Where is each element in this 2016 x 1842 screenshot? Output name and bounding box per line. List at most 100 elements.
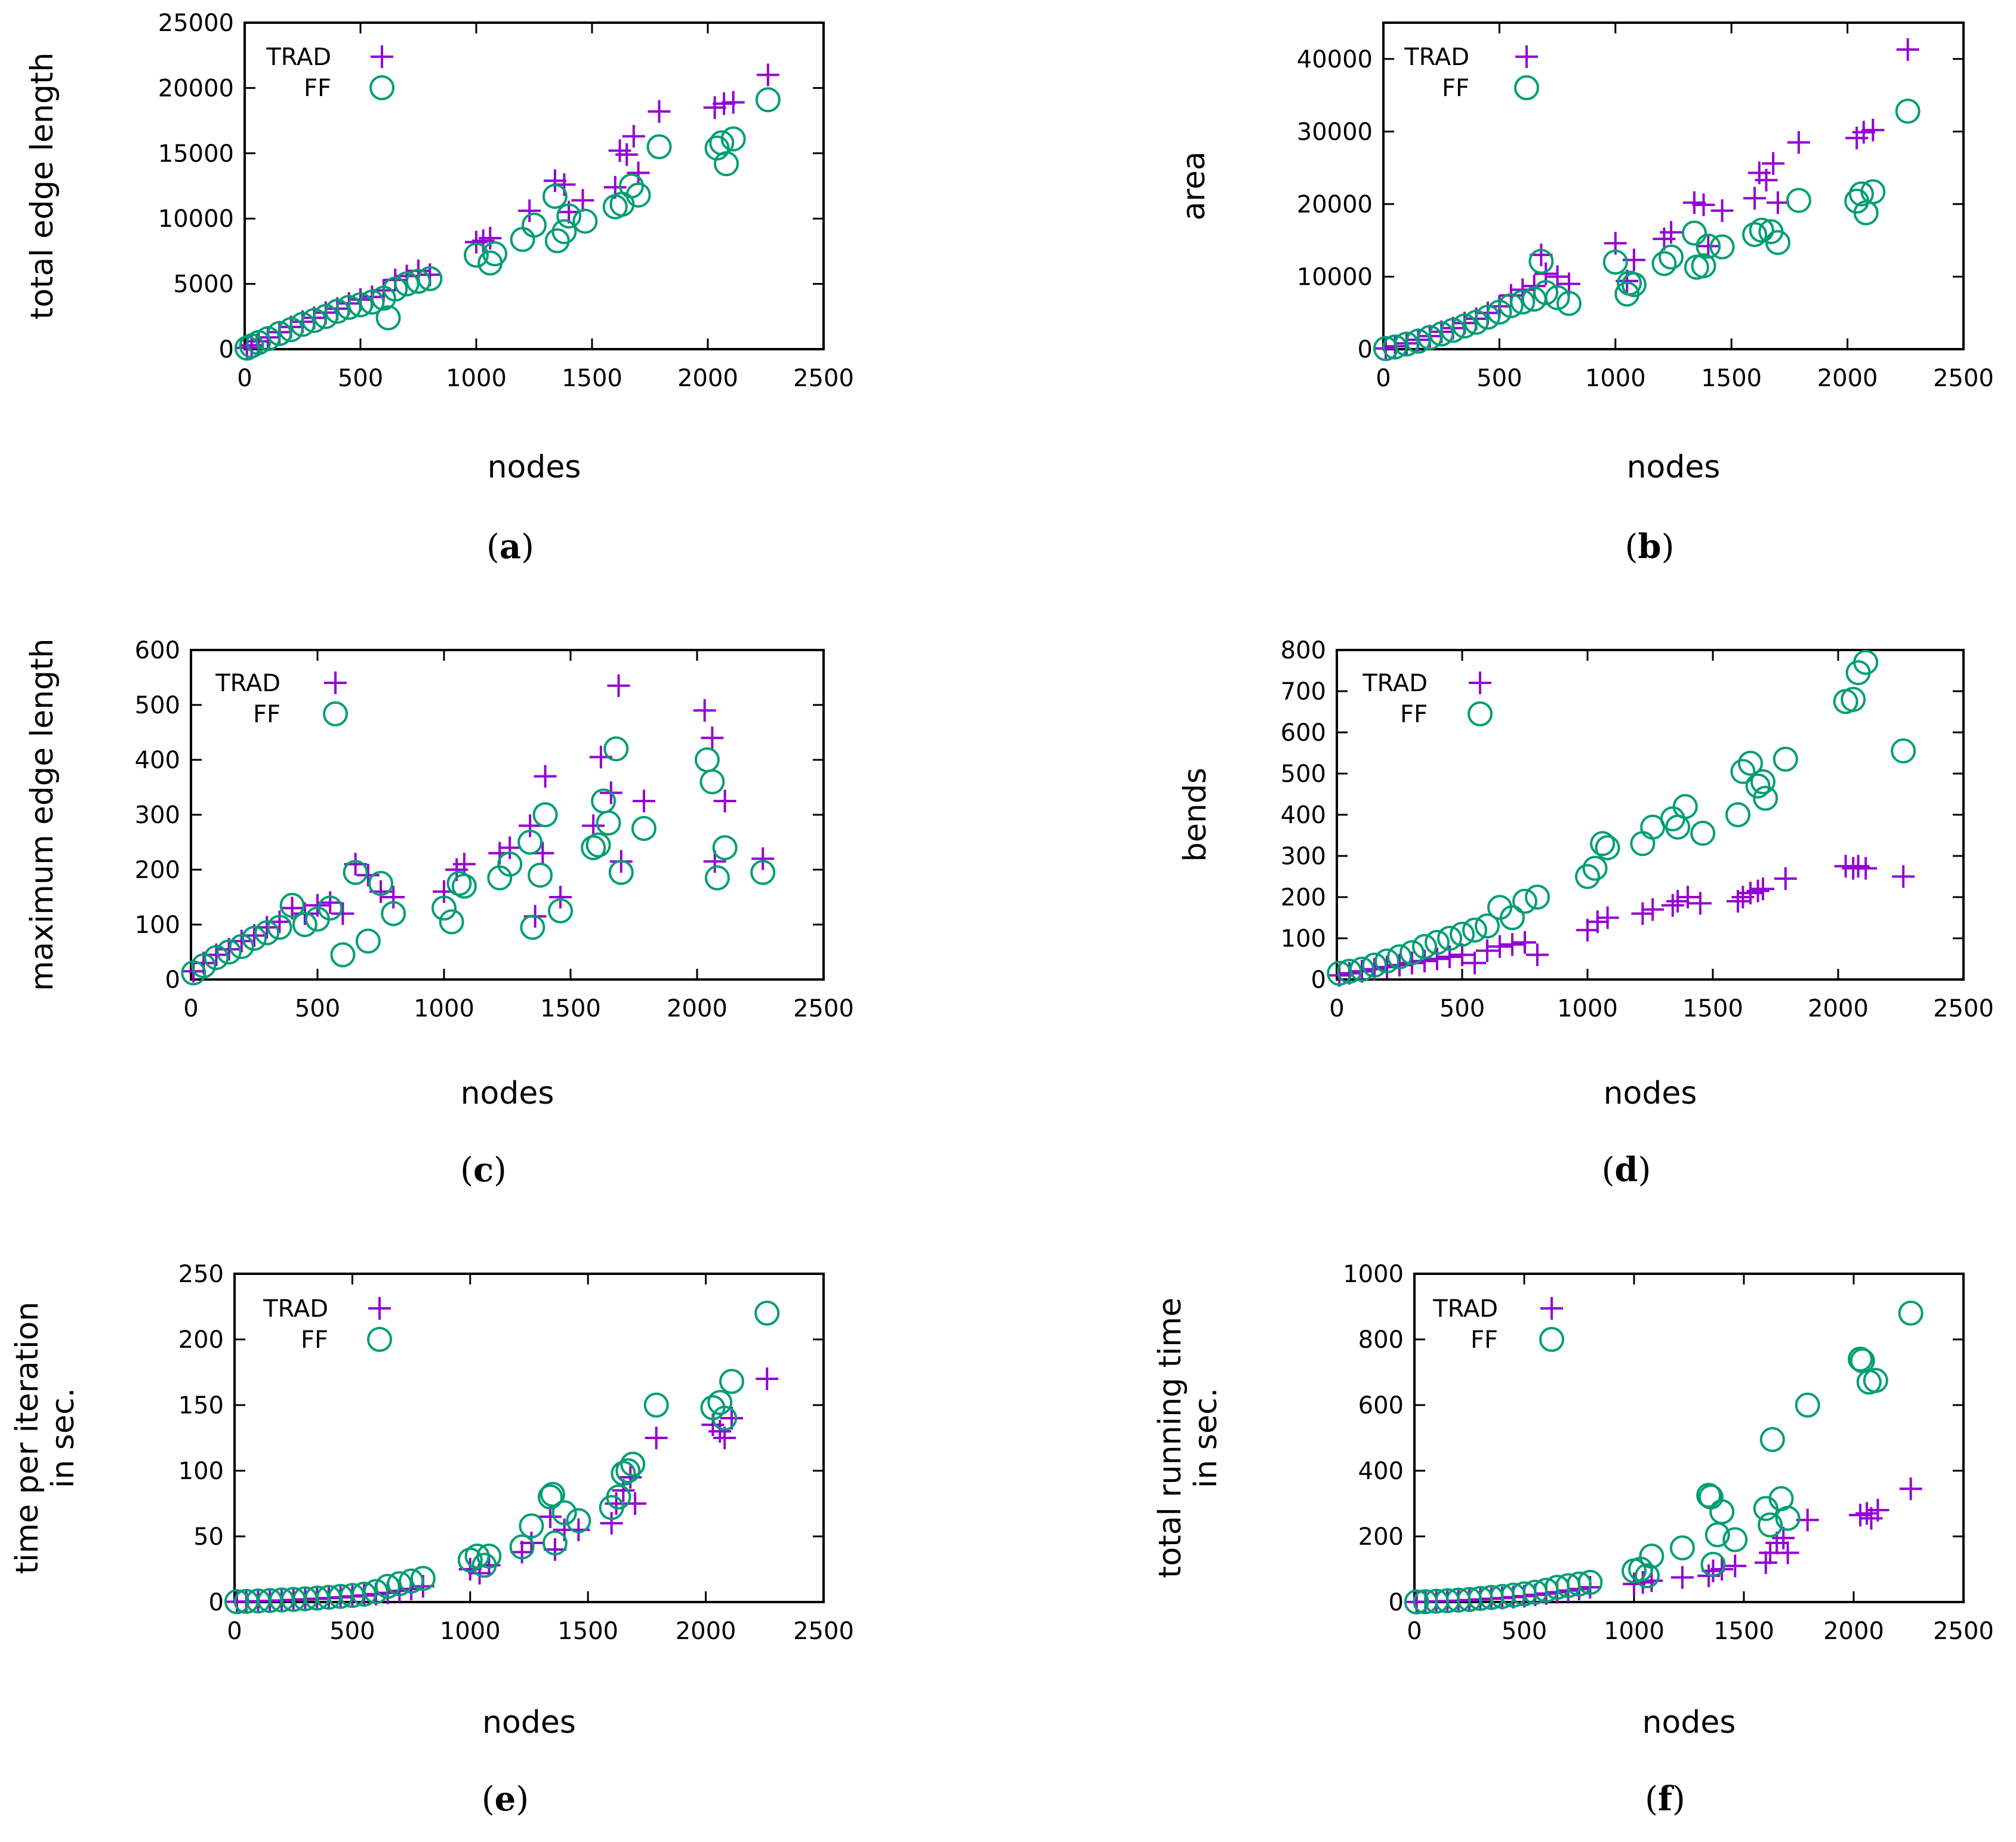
y-tick-label: 200: [135, 857, 180, 884]
ff-point: [1758, 1512, 1783, 1538]
trad-point: [306, 894, 329, 917]
trad-point: [632, 790, 655, 812]
ff-point: [439, 909, 464, 935]
ff-point: [1669, 1535, 1695, 1561]
ff-point: [1660, 806, 1685, 831]
ff-point: [476, 1544, 502, 1569]
ff-point: [1450, 922, 1475, 947]
legend-trad-label: TRAD: [263, 1295, 328, 1323]
ff-point: [336, 294, 362, 320]
trad-point: [534, 765, 557, 788]
trad-point: [1774, 867, 1797, 890]
legend-ff-marker: [369, 75, 394, 100]
plot-frame: [190, 649, 825, 981]
ff-point: [1575, 864, 1600, 889]
ff-point: [581, 835, 606, 861]
caption-close-paren: ): [521, 528, 534, 566]
ff-point: [1577, 1570, 1603, 1595]
ff-point: [1452, 313, 1478, 339]
ff-point: [556, 203, 582, 229]
trad-point: [1623, 1572, 1645, 1595]
x-tick-label: 1000: [440, 1618, 501, 1645]
chart-c-maximum-edge-length: 0 500 1000 1500 2000 2500 0 100 200 300 400 500 600 n…: [24, 637, 854, 1190]
legend-trad-marker: [1469, 672, 1491, 694]
panel-caption: (d): [1602, 1150, 1651, 1190]
ff-point: [544, 228, 570, 254]
legend-ff-marker: [367, 1327, 392, 1352]
x-tick-label: 2000: [667, 995, 728, 1022]
ff-point: [719, 1369, 745, 1394]
ff-point: [538, 1484, 563, 1510]
legend-trad-label: TRAD: [1362, 670, 1428, 697]
legend-ff-marker: [323, 701, 348, 726]
ff-point: [431, 895, 457, 921]
ff-point: [596, 810, 621, 836]
x-tick-label: 1000: [414, 995, 474, 1022]
y-tick-label: 0: [1358, 336, 1373, 364]
trad-point: [1755, 168, 1778, 192]
x-tick-label: 1000: [1585, 365, 1646, 392]
ff-point: [363, 1579, 389, 1604]
ff-point: [510, 227, 535, 252]
y-tick-label: 50: [193, 1523, 224, 1551]
ff-point: [699, 769, 725, 794]
x-tick-label: 0: [227, 1618, 242, 1645]
trad-point: [1854, 857, 1878, 880]
ff-point: [1337, 959, 1362, 984]
ff-point: [255, 326, 280, 352]
trad-point: [1776, 1541, 1799, 1564]
plot-frame: [1382, 21, 1965, 350]
ff-point: [1528, 248, 1554, 274]
y-tick-label: 40000: [1297, 46, 1373, 73]
x-tick-label: 0: [1329, 995, 1344, 1022]
trad-point: [722, 91, 745, 114]
y-tick-label: 10000: [158, 205, 234, 233]
ff-point: [1595, 835, 1620, 861]
trad-point: [1710, 1558, 1734, 1581]
trad-point: [756, 1367, 779, 1390]
trad-point: [543, 169, 566, 192]
ff-point: [410, 1566, 436, 1591]
ff-point: [1475, 913, 1500, 939]
ff-point: [1349, 956, 1374, 982]
ff-point: [317, 895, 343, 921]
y-tick-label: 400: [1281, 802, 1326, 829]
chart-f-total-running-time: 0 500 1000 1500 2000 2500 0 200 400 600 800 1000 nod…: [1152, 1261, 1994, 1819]
ff-point: [606, 1484, 631, 1510]
plot-frame: [1413, 1273, 1965, 1603]
trad-point: [382, 886, 405, 908]
trad-point: [1526, 943, 1549, 966]
trad-point: [751, 847, 775, 870]
x-axis-label: nodes: [1627, 449, 1721, 485]
y-tick-label: 0: [165, 966, 180, 994]
ff-point: [1709, 1499, 1735, 1524]
caption-open-paren: (: [486, 528, 500, 566]
y-tick-label: 30000: [1297, 118, 1373, 146]
ff-point: [1709, 234, 1735, 260]
x-tick-label: 1500: [1682, 995, 1743, 1022]
ff-point: [720, 126, 746, 152]
ff-point: [359, 289, 385, 315]
ff-point: [540, 1481, 565, 1507]
x-tick-label: 2500: [793, 995, 854, 1022]
trad-point: [1743, 187, 1767, 210]
ff-point: [603, 736, 629, 762]
caption-letter: c: [473, 1150, 494, 1190]
trad-point: [713, 92, 736, 115]
x-axis-label: nodes: [1604, 1076, 1697, 1111]
ff-point: [1691, 253, 1716, 279]
x-tick-label: 500: [338, 365, 383, 392]
trad-point: [615, 143, 639, 166]
y-tick-label: 0: [219, 336, 234, 364]
y-tick-label: 0: [1311, 966, 1326, 994]
ff-point: [704, 865, 730, 891]
trad-point: [701, 726, 724, 750]
trad-point: [1754, 1551, 1777, 1574]
trad-point: [1676, 886, 1699, 908]
ff-point: [464, 1544, 490, 1569]
x-tick-label: 500: [1476, 365, 1522, 392]
y-tick-label: 200: [1358, 1523, 1404, 1551]
y-tick-label: 800: [1281, 637, 1326, 664]
panel-e: 0 500 1000 1500 2000 2500 0 50 100 150 200 250 nodes…: [0, 1228, 1009, 1842]
panel-caption: (b): [1625, 527, 1675, 566]
